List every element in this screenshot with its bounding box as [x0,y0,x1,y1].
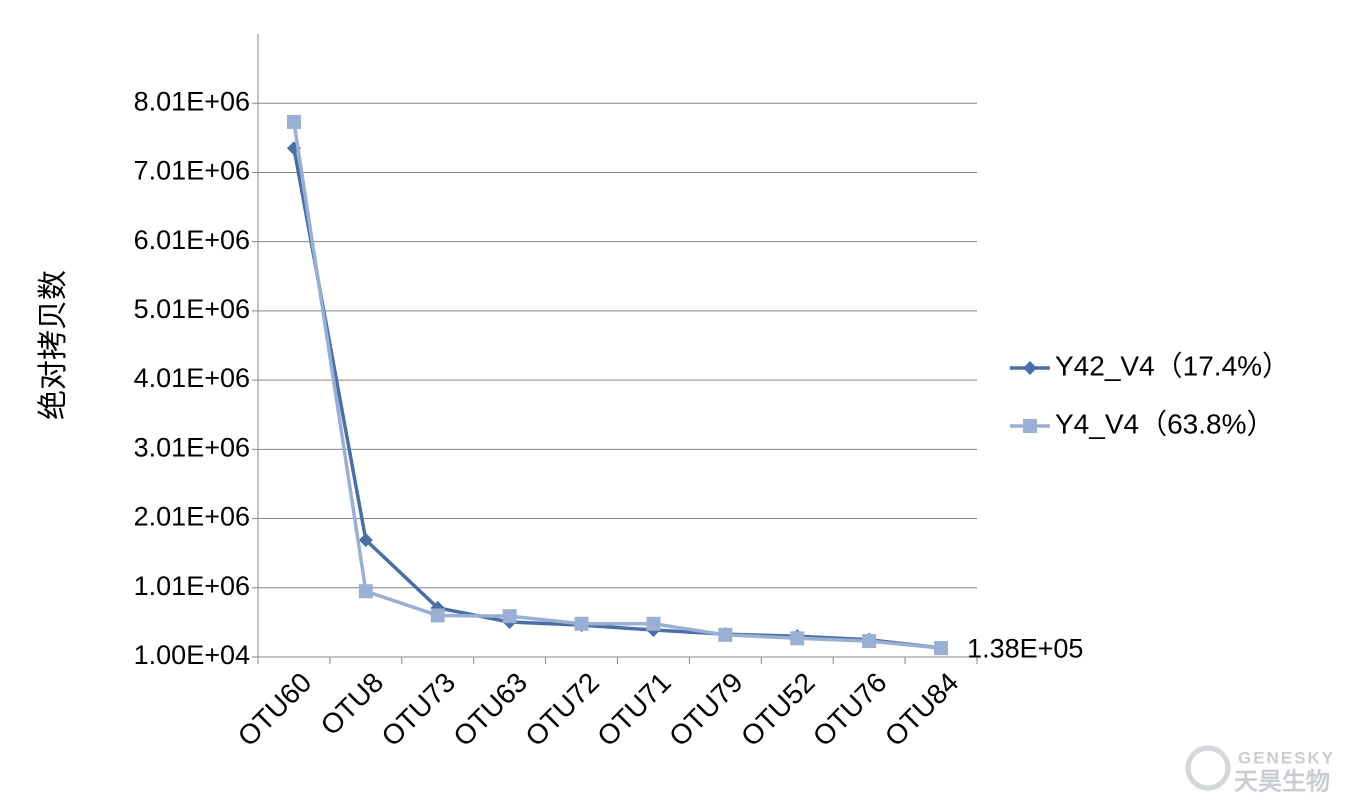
x-tick-label: OTU73 [375,667,461,753]
y-tick-label: 1.01E+06 [134,571,250,601]
watermark-logo [1185,745,1231,791]
x-tick-label: OTU79 [663,667,749,753]
legend-marker [1023,419,1037,433]
series-line [292,121,942,650]
y-tick-label: 7.01E+06 [134,156,250,186]
legend-label: Y4_V4（63.8%） [1055,408,1274,439]
series-line [292,147,942,650]
watermark-en: GENESKY [1238,748,1335,767]
y-axis-title: 绝对拷贝数 [37,270,70,420]
annotation: 1.38E+05 [967,633,1083,663]
data-point [502,609,517,624]
y-tick-label: 5.01E+06 [134,294,250,324]
x-tick-label: OTU71 [591,667,677,753]
x-tick-label: OTU52 [735,667,821,753]
x-tick-label: OTU84 [879,667,965,753]
y-tick-label: 2.01E+06 [134,502,250,532]
y-tick-label: 8.01E+06 [134,86,250,116]
x-tick-label: OTU63 [447,667,533,753]
data-point [286,114,301,129]
data-point [430,608,445,623]
watermark-cn: 天昊生物 [1234,768,1330,795]
y-tick-label: 3.01E+06 [134,432,250,462]
y-tick-label: 1.00E+04 [134,640,250,670]
x-tick-label: OTU76 [807,667,893,753]
data-point [646,616,661,631]
data-point [934,641,949,656]
data-point [790,631,805,646]
y-tick-label: 6.01E+06 [134,225,250,255]
y-tick-label: 4.01E+06 [134,363,250,393]
legend-label: Y42_V4（17.4%） [1055,350,1290,381]
data-point [718,627,733,642]
x-tick-label: OTU60 [232,667,318,753]
data-point [574,616,589,631]
data-point [358,584,373,599]
data-point [862,634,877,649]
legend-marker [1023,361,1037,375]
x-tick-label: OTU72 [519,667,605,753]
data-point [358,533,373,548]
